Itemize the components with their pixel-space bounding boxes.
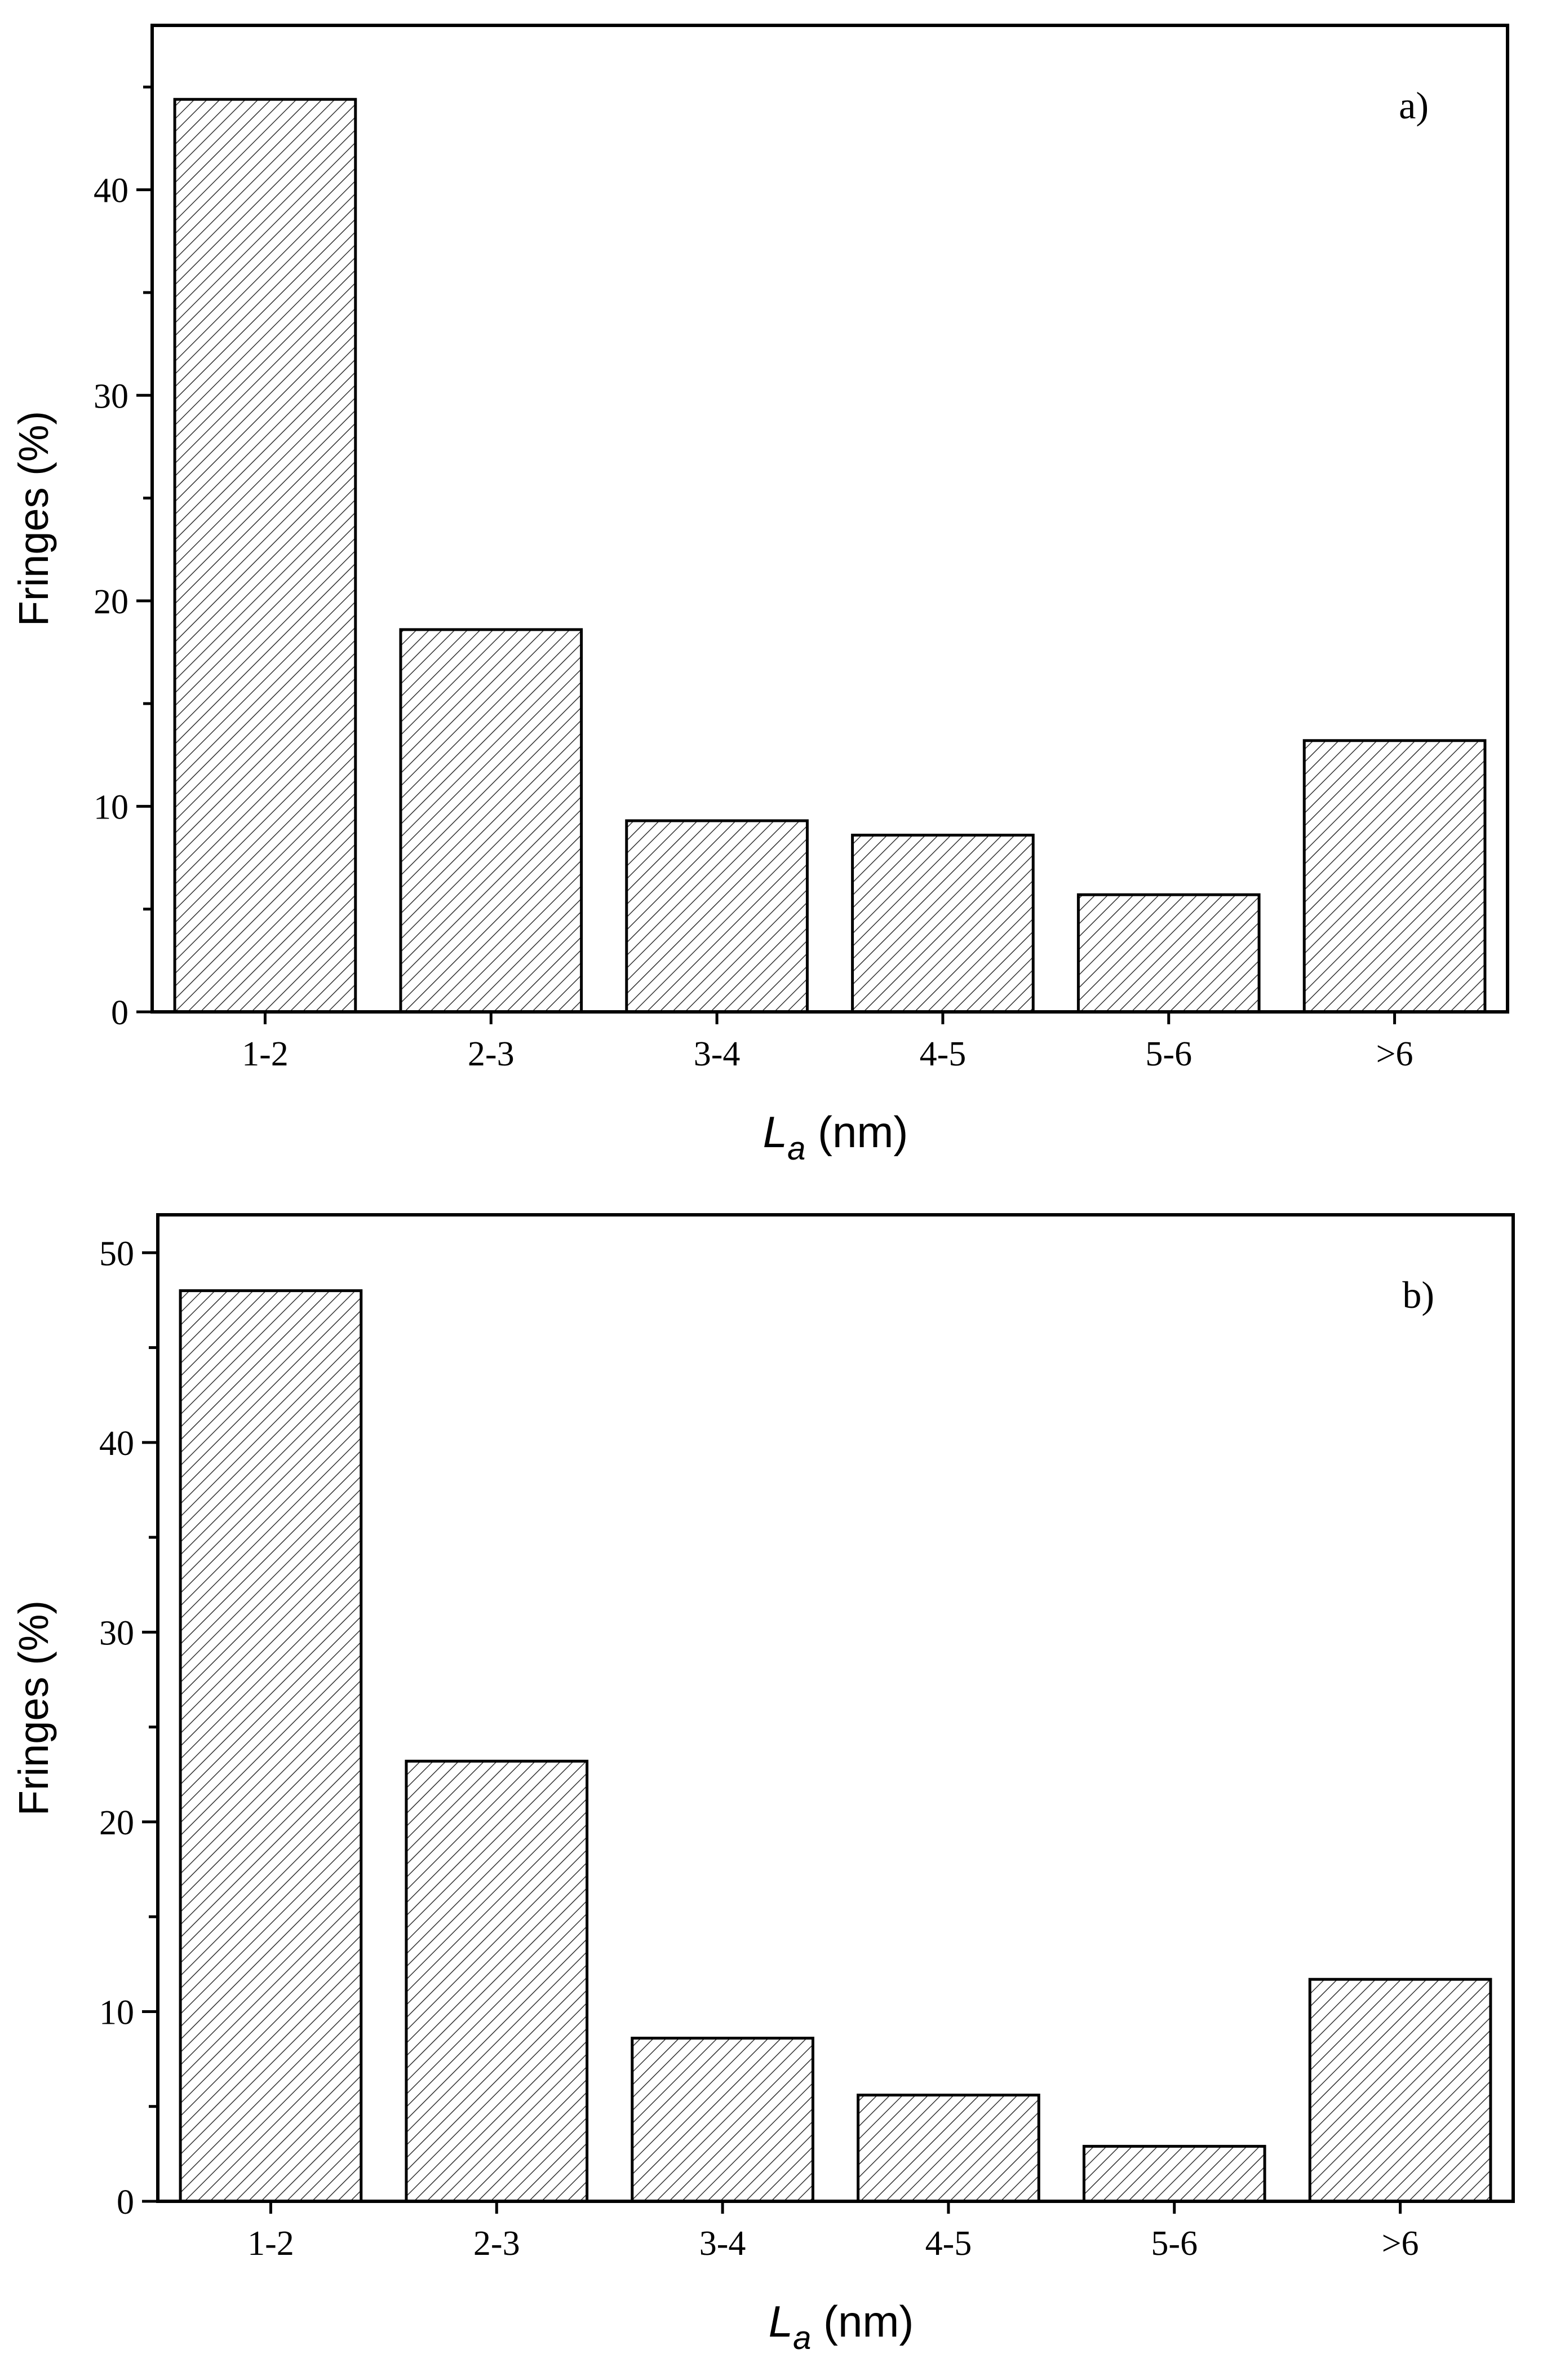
bar-a-2 [399,628,583,1014]
chart-panel-a: 0 10 20 30 40 1-2 2-3 3-4 4-5 5-6 >6 a) Fringes (… [10,24,1509,1167]
x-axis-label-var-a: L [763,1107,787,1157]
y-axis-label-b: Fringes (%) [10,1600,57,1816]
bar-a-4 [851,833,1035,1014]
x-tick-label-a-6: >6 [1376,1035,1413,1073]
bar-a-6 [1302,739,1487,1014]
bar-b-2 [405,1759,589,2203]
bar-a-1 [173,98,357,1014]
y-tick-label-a-40: 40 [94,172,128,210]
bar-b-4 [857,2094,1040,2203]
x-tick-label-a-4: 4-5 [920,1035,967,1073]
y-axis-ticks-b: 0 10 20 30 40 50 [99,1235,158,2222]
x-axis-label-sub-b: a [793,2320,811,2356]
x-tick-label-b-4: 4-5 [925,2224,972,2263]
y-tick-label-b-10: 10 [99,1993,134,2032]
x-tick-label-a-5: 5-6 [1145,1035,1192,1073]
chart-panel-b: 0 10 20 30 40 50 1-2 2-3 3-4 4-5 5-6 >6 b) Fringes… [10,1213,1515,2356]
x-axis-label-var-b: L [769,2297,793,2346]
y-tick-label-a-30: 30 [94,377,128,415]
bar-a-3 [625,819,809,1014]
y-axis-ticks-a: 0 10 20 30 40 [94,85,152,1032]
y-tick-label-b-30: 30 [99,1614,134,1652]
bar-a-5 [1076,893,1261,1014]
panel-label-b: b) [1402,1273,1434,1316]
y-tick-label-b-20: 20 [99,1804,134,1842]
bar-b-1 [179,1289,363,2203]
x-tick-label-a-3: 3-4 [694,1035,741,1073]
x-tick-label-b-6: >6 [1382,2224,1419,2263]
y-tick-label-b-50: 50 [99,1235,134,1273]
x-axis-label-b: La (nm) [769,2297,914,2356]
x-axis-label-unit-b: (nm) [811,2297,914,2346]
x-axis-ticks-b: 1-2 2-3 3-4 4-5 5-6 >6 [247,2201,1419,2263]
bar-b-5 [1082,2144,1266,2203]
x-tick-label-a-2: 2-3 [468,1035,515,1073]
y-tick-label-a-10: 10 [94,788,128,826]
x-tick-label-b-5: 5-6 [1151,2224,1198,2263]
x-axis-label-a: La (nm) [763,1107,908,1167]
y-tick-label-b-40: 40 [99,1425,134,1463]
panel-label-a: a) [1399,84,1429,127]
bar-b-3 [631,2037,814,2203]
bar-group-a [173,98,1487,1014]
x-axis-ticks-a: 1-2 2-3 3-4 4-5 5-6 >6 [242,1012,1413,1073]
x-tick-label-b-1: 1-2 [247,2224,294,2263]
y-axis-label-a: Fringes (%) [10,411,57,626]
plot-frame-a [150,24,1509,1014]
x-tick-label-b-2: 2-3 [473,2224,520,2263]
bar-group-b [179,1289,1492,2203]
y-tick-label-a-20: 20 [94,583,128,621]
x-tick-label-b-3: 3-4 [699,2224,746,2263]
y-tick-label-a-0: 0 [111,994,128,1032]
y-tick-label-b-0: 0 [117,2183,134,2222]
x-tick-label-a-1: 1-2 [242,1035,289,1073]
x-axis-label-unit-a: (nm) [805,1107,908,1157]
plot-frame-b [156,1213,1515,2203]
x-axis-label-sub-a: a [787,1130,805,1167]
bar-b-6 [1308,1978,1492,2203]
